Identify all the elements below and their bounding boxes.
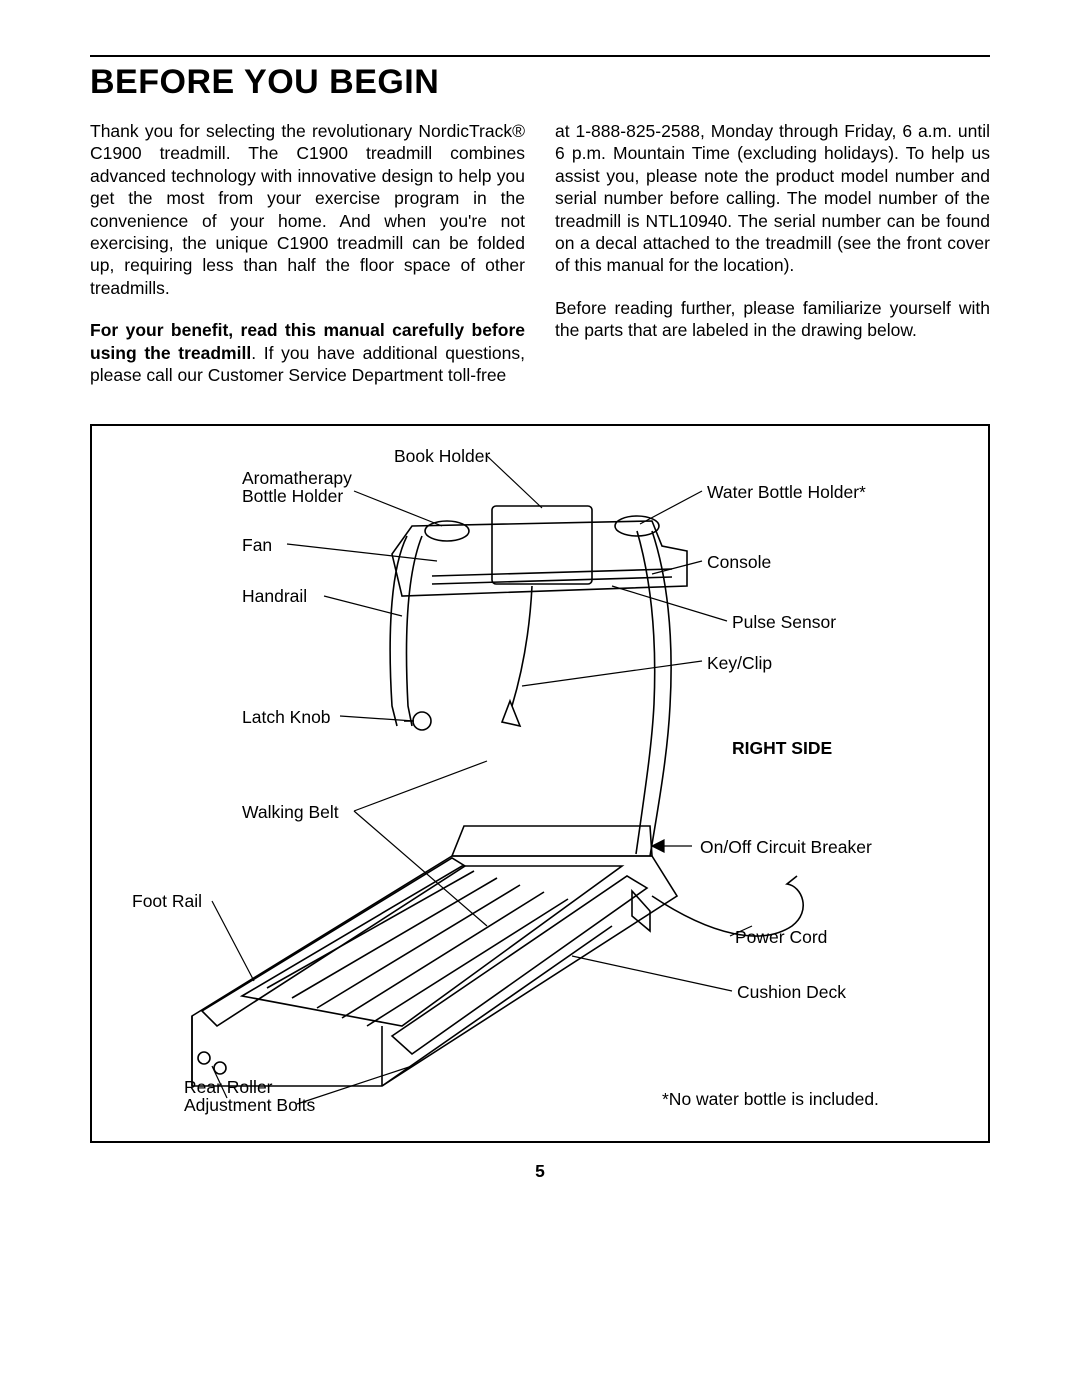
label-cushion-deck: Cushion Deck [737, 982, 846, 1002]
contact-paragraph: at 1-888-825-2588, Monday through Friday… [555, 120, 990, 277]
label-foot-rail: Foot Rail [132, 891, 202, 911]
label-water-bottle: Water Bottle Holder* [707, 482, 866, 502]
label-book-holder: Book Holder [394, 446, 490, 466]
instruction-paragraph: For your benefit, read this manual caref… [90, 319, 525, 386]
treadmill-svg [92, 426, 988, 1137]
label-aroma-2: Bottle Holder [242, 486, 343, 506]
label-power-cord: Power Cord [735, 927, 827, 947]
label-handrail: Handrail [242, 586, 307, 606]
label-key-clip: Key/Clip [707, 653, 772, 673]
familiarize-paragraph: Before reading further, please familiari… [555, 297, 990, 342]
intro-paragraph: Thank you for selecting the revolutionar… [90, 120, 525, 299]
column-right: at 1-888-825-2588, Monday through Friday… [555, 120, 990, 406]
label-console: Console [707, 552, 771, 572]
label-latch-knob: Latch Knob [242, 707, 331, 727]
label-footnote: *No water bottle is included. [662, 1089, 879, 1109]
label-right-side: RIGHT SIDE [732, 738, 832, 758]
column-left: Thank you for selecting the revolutionar… [90, 120, 525, 406]
label-circuit-breaker: On/Off Circuit Breaker [700, 837, 872, 857]
label-fan: Fan [242, 535, 272, 555]
label-walking-belt: Walking Belt [242, 802, 339, 822]
page-title: BEFORE YOU BEGIN [90, 63, 990, 102]
body-columns: Thank you for selecting the revolutionar… [90, 120, 990, 406]
label-pulse-sensor: Pulse Sensor [732, 612, 836, 632]
treadmill-diagram: Book Holder Aromatherapy Bottle Holder F… [90, 424, 990, 1143]
label-rear-2: Adjustment Bolts [184, 1095, 315, 1115]
page-number: 5 [0, 1161, 1080, 1182]
